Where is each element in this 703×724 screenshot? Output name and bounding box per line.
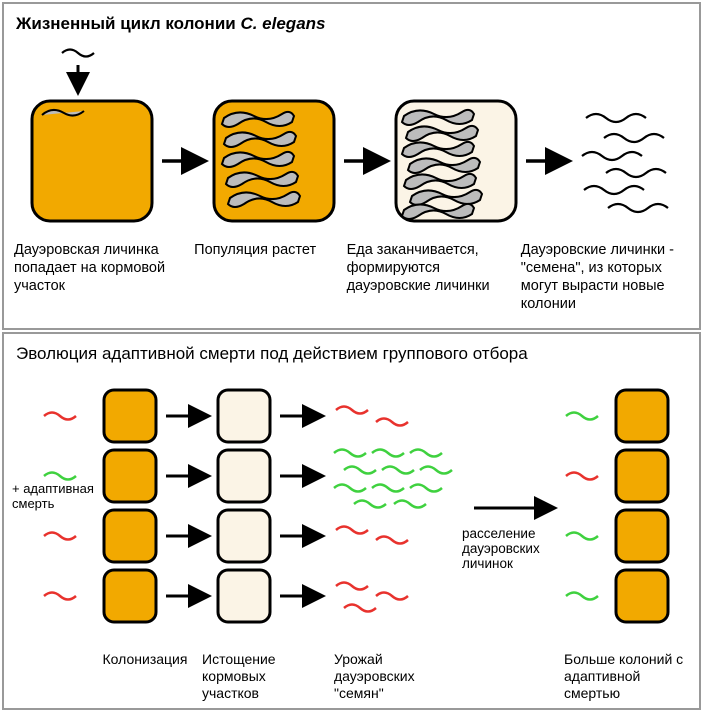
arrows-c1-c2	[166, 416, 206, 596]
lifecycle-title: Жизненный цикл колонии C. elegans	[4, 4, 699, 38]
recolonizers	[566, 413, 598, 600]
evolution-svg: + адаптивная смерть	[4, 368, 699, 648]
title-species: C. elegans	[240, 14, 325, 33]
title-prefix: Жизненный цикл колонии	[16, 14, 240, 33]
dispersal-label: расселение дауэровских личинок	[462, 526, 543, 571]
stage1-label: Дауэровская личинка попадает на кормовой…	[14, 241, 190, 314]
yield-row4	[336, 583, 408, 612]
yield-row1	[336, 407, 408, 426]
evolution-title: Эволюция адаптивной смерти под действием…	[4, 334, 699, 368]
dauer-larva-icon	[62, 50, 94, 57]
stage1-patch	[32, 101, 152, 221]
stage4-label: Дауэровские личинки - "семена", из котор…	[521, 241, 689, 314]
stage3-label: Еда заканчивается, формируются дауэровск…	[347, 241, 517, 314]
yield-row2	[334, 450, 452, 508]
lifecycle-stage-labels: Дауэровская личинка попадает на кормовой…	[4, 241, 699, 314]
panel-evolution: Эволюция адаптивной смерти под действием…	[2, 332, 701, 710]
col1-label: Колонизация	[90, 651, 200, 668]
col2-label: Истощение кормовых участков	[202, 651, 312, 701]
mutant-label: + адаптивная смерть	[12, 481, 97, 511]
col4-patches	[616, 390, 668, 622]
col1-patches	[104, 390, 156, 622]
stage4-dauers	[582, 114, 668, 212]
stage2-label: Популяция растет	[194, 241, 342, 314]
col4-label: Больше колоний с адаптивной смертью	[564, 651, 694, 701]
col3-label: Урожай дауэровских "семян"	[334, 651, 454, 701]
evolution-col-labels: Колонизация Истощение кормовых участков …	[4, 651, 699, 709]
arrows-c2-c3	[280, 416, 320, 596]
lifecycle-svg	[4, 38, 699, 238]
yield-row3	[336, 527, 408, 544]
col2-patches	[218, 390, 270, 622]
panel-lifecycle: Жизненный цикл колонии C. elegans	[2, 2, 701, 330]
